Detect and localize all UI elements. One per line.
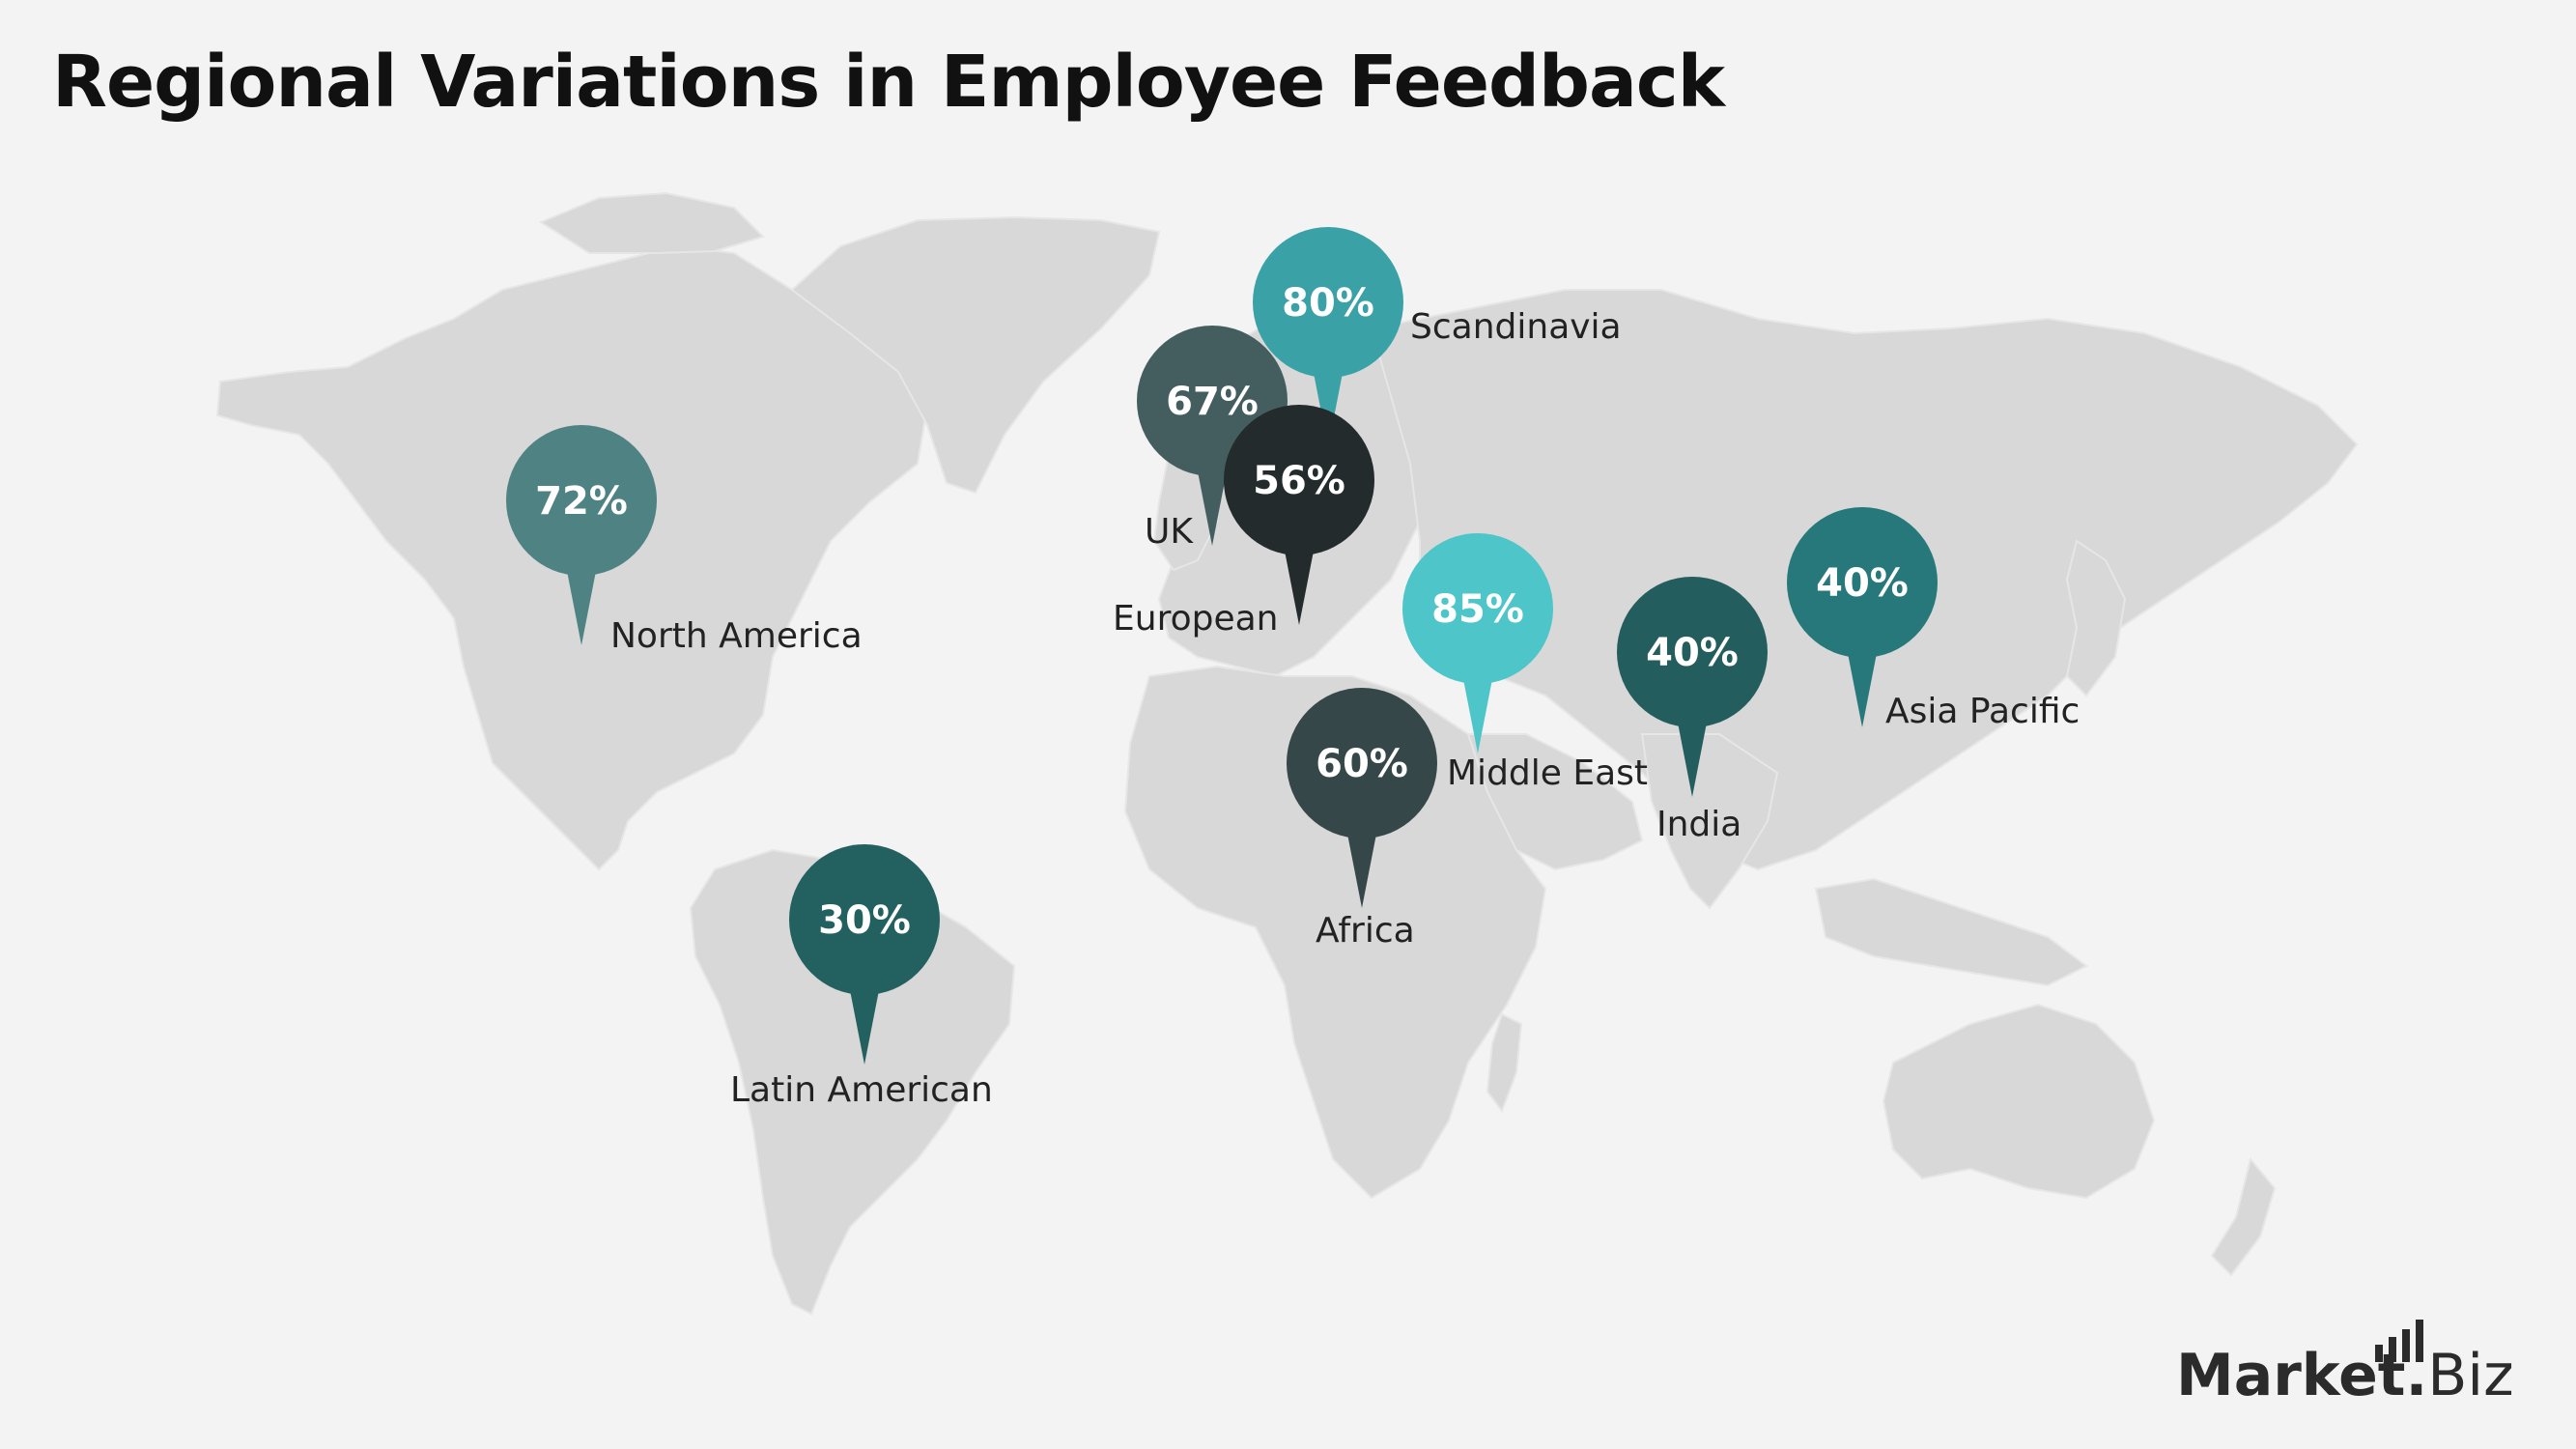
region-marker-africa: 60% Africa [1287, 688, 1437, 951]
pin-value-label: 85% [1431, 587, 1524, 632]
logo-brand: Market [2176, 1342, 2405, 1406]
region-name-label: Latin American [730, 1070, 993, 1110]
landmass-india [1640, 733, 1779, 910]
pin-tail [1284, 546, 1315, 625]
pin-circle [789, 844, 940, 995]
landmass-africa [1123, 665, 1547, 1200]
pin-circle [1253, 227, 1403, 378]
pin-tail [1197, 467, 1228, 546]
region-name-label: Asia Pacific [1885, 692, 2080, 731]
pin-circle [506, 425, 657, 576]
region-name-label: Middle East [1447, 753, 1648, 793]
pin-circle [1224, 405, 1374, 555]
marketbiz-logo: Market.Biz [2176, 1320, 2514, 1406]
landmass-madagascar [1486, 1012, 1523, 1114]
logo-bars-icon [2375, 1320, 2423, 1362]
pin-circle [1402, 533, 1553, 684]
landmass-se-asia [1814, 877, 2088, 987]
pin-circle [1287, 688, 1437, 838]
region-name-label: India [1656, 805, 1741, 844]
landmass-japan [2065, 539, 2127, 697]
region-markers: 72% North America 30% Latin American 80% Scan… [506, 227, 2080, 1110]
pin-value-label: 80% [1282, 281, 1374, 326]
landmass-south-america [689, 848, 1016, 1316]
region-name-label: UK [1145, 512, 1194, 552]
region-name-label: North America [610, 616, 863, 656]
map-title: Regional Variations in Employee Feedback [52, 41, 1725, 124]
pin-value-label: 40% [1816, 561, 1909, 606]
region-marker-north-america: 72% North America [506, 425, 863, 656]
pin-tail [1313, 368, 1344, 447]
region-marker-middle-east: 85% Middle East [1402, 533, 1648, 793]
pin-value-label: 72% [535, 479, 628, 524]
region-marker-asia-pacific: 40% Asia Pacific [1787, 507, 2080, 731]
landmass-arctic-islands [538, 191, 765, 254]
pin-value-label: 56% [1253, 459, 1345, 503]
region-name-label: Scandinavia [1410, 307, 1622, 347]
pin-value-label: 60% [1316, 742, 1408, 786]
pin-circle [1787, 507, 1938, 658]
landmass-australia [1882, 1003, 2156, 1200]
region-marker-scandinavia: 80% Scandinavia [1253, 227, 1622, 447]
logo-dot: . [2405, 1342, 2427, 1406]
region-name-label: Africa [1316, 911, 1415, 951]
pin-value-label: 67% [1166, 380, 1259, 424]
pin-tail [1346, 829, 1377, 908]
pin-value-label: 40% [1646, 631, 1739, 675]
pin-tail [1677, 718, 1708, 797]
pin-circle [1617, 577, 1768, 727]
pin-value-label: 30% [818, 898, 911, 943]
pin-tail [849, 985, 880, 1065]
region-marker-european: 56% European [1113, 405, 1374, 639]
svg-text:Market.Biz: Market.Biz [2176, 1342, 2514, 1406]
landmass-new-zealand [2210, 1156, 2277, 1277]
pin-tail [1462, 674, 1493, 753]
landmass-greenland [790, 215, 1161, 495]
region-marker-latin-american: 30% Latin American [730, 844, 993, 1110]
region-marker-india: 40% India [1617, 577, 1768, 844]
pin-tail [566, 566, 597, 645]
logo-suffix: Biz [2427, 1342, 2513, 1406]
pin-tail [1847, 648, 1878, 727]
region-name-label: European [1113, 599, 1278, 639]
